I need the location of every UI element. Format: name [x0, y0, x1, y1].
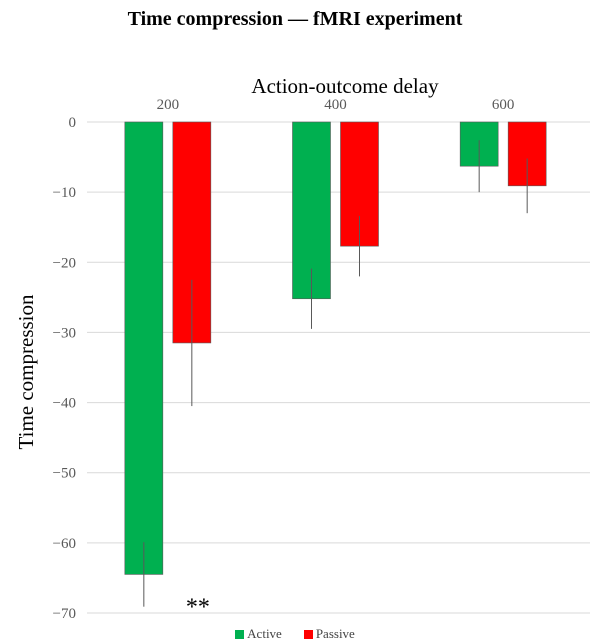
legend-item-active: Active — [235, 625, 282, 643]
y-tick-label: −10 — [53, 185, 76, 201]
y-axis-title: Time compression — [14, 294, 38, 449]
x-tick-label: 200 — [157, 97, 180, 113]
significance-annotation: ** — [186, 594, 210, 620]
y-tick-label: 0 — [69, 115, 77, 131]
y-tick-label: −70 — [53, 606, 76, 622]
chart-title: Time compression — fMRI experiment — [127, 8, 463, 30]
x-tick-label: 600 — [492, 97, 515, 113]
legend: Active Passive — [0, 625, 590, 643]
y-tick-label: −60 — [53, 536, 76, 552]
legend-swatch-active — [235, 629, 245, 639]
legend-swatch-passive — [303, 629, 313, 639]
y-tick-label: −30 — [53, 325, 76, 341]
y-tick-label: −20 — [53, 255, 76, 271]
legend-label-passive: Passive — [315, 626, 355, 641]
bar-active — [124, 121, 164, 575]
legend-item-passive: Passive — [303, 625, 355, 643]
legend-label-active: Active — [247, 626, 282, 641]
x-axis-title: Action-outcome delay — [251, 74, 439, 98]
y-tick-label: −40 — [53, 396, 76, 412]
x-tick-label: 400 — [324, 97, 347, 113]
y-tick-label: −50 — [53, 466, 76, 482]
